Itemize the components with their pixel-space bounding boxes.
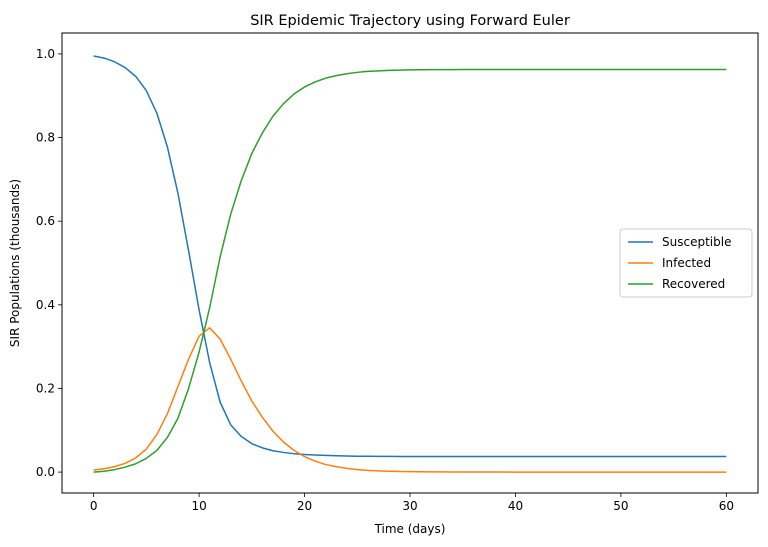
y-tick-label: 1.0 <box>36 47 55 61</box>
y-tick-label: 0.8 <box>36 131 55 145</box>
x-tick-label: 20 <box>297 499 312 513</box>
axes-layer: 0 10 20 30 40 50 60 0.0 0.2 0.4 0.6 0.8 1.0 <box>36 47 734 513</box>
y-tick-label: 0.4 <box>36 298 55 312</box>
x-tick-label: 40 <box>508 499 523 513</box>
x-tick-label: 0 <box>90 499 98 513</box>
series-line-susceptible <box>93 55 727 458</box>
x-tick-label: 50 <box>613 499 628 513</box>
x-tick-label: 60 <box>719 499 734 513</box>
y-tick-label: 0.6 <box>36 214 55 228</box>
legend-label-infected: Infected <box>662 256 711 270</box>
y-axis-title: SIR Populations (thousands) <box>8 179 22 347</box>
legend-label-recovered: Recovered <box>662 277 725 291</box>
y-tick-label: 0.2 <box>36 381 55 395</box>
chart-title: SIR Epidemic Trajectory using Forward Eu… <box>250 13 570 29</box>
legend-box <box>619 228 753 298</box>
legend: Susceptible Infected Recovered <box>619 228 753 298</box>
x-axis-title: Time (days) <box>374 522 446 536</box>
plot-frame <box>61 32 759 494</box>
series-line-recovered <box>93 68 727 473</box>
x-tick-label: 30 <box>402 499 417 513</box>
series-line-infected <box>93 327 727 473</box>
legend-label-susceptible: Susceptible <box>662 235 731 249</box>
y-tick-label: 0.0 <box>36 465 55 479</box>
x-tick-label: 10 <box>191 499 206 513</box>
series-layer <box>93 55 727 473</box>
